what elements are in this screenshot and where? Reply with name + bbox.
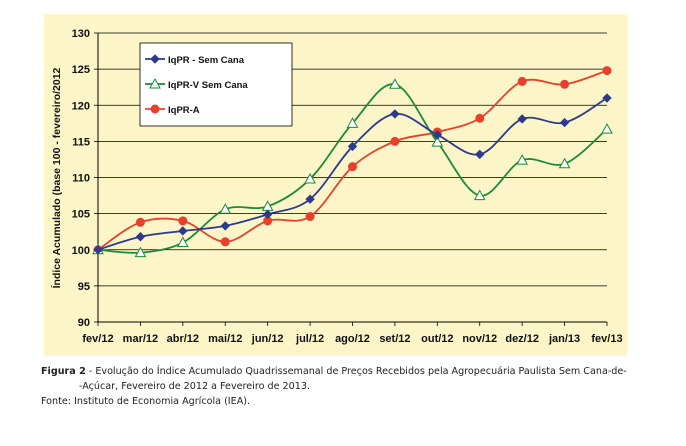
data-point: [305, 212, 315, 222]
x-tick-label: jun/12: [251, 333, 284, 345]
data-point: [134, 246, 147, 258]
data-point: [178, 226, 188, 236]
data-point: [389, 78, 401, 89]
data-point: [516, 154, 529, 165]
legend-label: IqPR-A: [168, 105, 200, 116]
data-point: [602, 66, 612, 76]
data-point: [601, 123, 613, 134]
x-tick-label: ago/12: [335, 333, 370, 345]
data-point: [560, 79, 570, 89]
data-point: [305, 194, 315, 204]
legend-label: IqPR-V Sem Cana: [168, 80, 248, 91]
y-tick-label: 120: [72, 100, 90, 112]
caption-line-2: -Açúcar, Fevereiro de 2012 a Fevereiro d…: [79, 381, 310, 392]
x-tick-label: jul/12: [295, 333, 324, 345]
caption-line-1: - Evolução do Índice Acumulado Quadrisse…: [85, 366, 627, 377]
data-point: [219, 203, 232, 214]
data-point: [390, 136, 400, 146]
chart-area: 90 95 100 105 110 115 120 125 130 fev/12 mar/12 ab…: [44, 14, 627, 356]
y-tick-label: 100: [72, 245, 90, 257]
x-tick-label: mar/12: [123, 333, 158, 345]
data-point: [220, 221, 230, 231]
x-tick-label: abr/12: [167, 333, 199, 345]
y-tick-label: 110: [72, 173, 90, 185]
data-point: [473, 189, 486, 201]
x-tick-label: set/12: [379, 333, 410, 345]
y-axis-label: Índice Acumulado (base 100 - fevereiro/2…: [50, 67, 63, 288]
legend-box: [139, 42, 293, 127]
data-point: [178, 216, 188, 226]
y-tick-label: 90: [78, 317, 90, 329]
x-tick-label: jan/13: [548, 333, 580, 345]
data-point: [475, 149, 485, 160]
x-tick-label: fev/12: [82, 333, 113, 345]
data-point: [475, 113, 485, 123]
data-point: [602, 93, 612, 103]
line-chart: 90 95 100 105 110 115 120 125 130 fev/12 mar/12 ab…: [50, 28, 623, 345]
legend-marker: [150, 104, 160, 114]
x-tick-label: mai/12: [208, 333, 242, 345]
data-point: [431, 136, 444, 147]
data-point: [176, 236, 189, 248]
data-point: [135, 232, 146, 242]
data-point: [135, 217, 145, 227]
figure-caption: Figura 2 - Evolução do Índice Acumulado …: [41, 364, 641, 409]
x-tick-label: out/12: [421, 333, 453, 345]
data-point: [558, 157, 571, 169]
data-point: [262, 209, 273, 220]
y-tick-label: 115: [72, 136, 90, 148]
y-tick-label: 105: [72, 209, 90, 221]
data-point: [346, 117, 359, 128]
x-tick-label: fev/13: [591, 333, 622, 345]
legend-marker: [149, 77, 161, 89]
data-point: [348, 162, 357, 172]
x-tick-label: dez/12: [505, 333, 539, 345]
y-tick-label: 95: [78, 281, 90, 293]
data-point: [559, 117, 570, 128]
data-point: [390, 109, 400, 119]
figure-label: Figura 2: [41, 366, 86, 377]
data-point: [304, 172, 316, 184]
y-tick-label: 125: [72, 64, 90, 76]
data-point: [347, 141, 358, 152]
data-point: [93, 245, 103, 255]
x-tick-label: nov/12: [462, 333, 497, 345]
legend-marker: [150, 54, 160, 64]
data-point: [432, 130, 443, 140]
data-point: [517, 76, 527, 86]
data-point: [220, 237, 230, 247]
data-point: [517, 114, 527, 124]
caption-source: Fonte: Instituto de Economia Agrícola (I…: [41, 396, 251, 407]
y-tick-label: 130: [72, 28, 90, 40]
legend-label: IqPR - Sem Cana: [168, 55, 245, 66]
